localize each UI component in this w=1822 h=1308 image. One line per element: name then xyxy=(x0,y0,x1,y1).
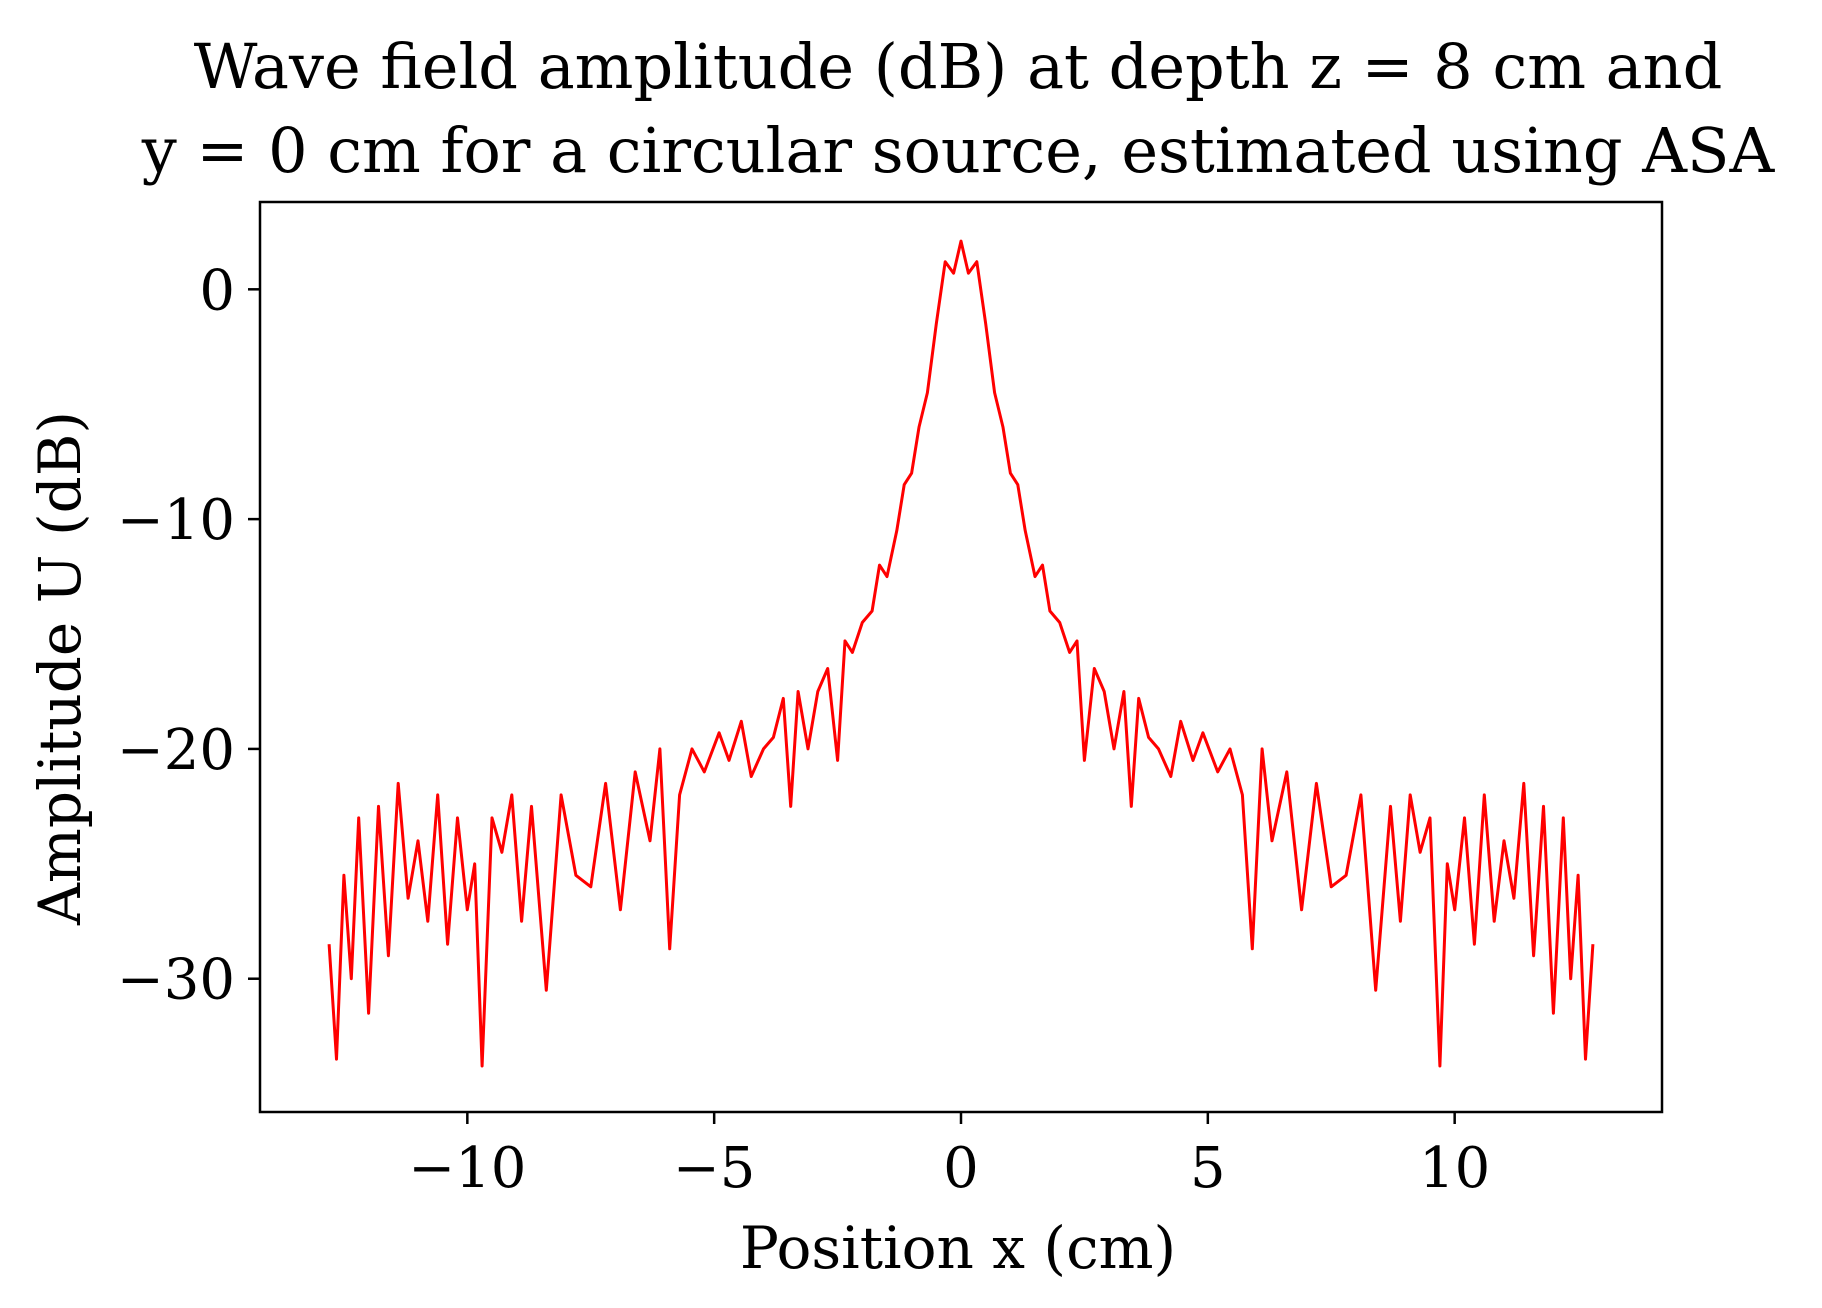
series-line-0 xyxy=(327,239,1595,1068)
plot-area xyxy=(258,200,1664,1114)
x-tick-label: −10 xyxy=(408,1136,526,1201)
y-tick-label: 0 xyxy=(199,258,235,323)
x-axis-label: Position x (cm) xyxy=(740,1214,1176,1282)
y-tick-label: −20 xyxy=(117,718,235,783)
x-tick-label: 5 xyxy=(1190,1136,1226,1201)
y-axis-label: Amplitude U (dB) xyxy=(26,411,94,926)
chart-title-line-1: Wave field amplitude (dB) at depth z = 8… xyxy=(194,30,1723,103)
y-axis-ticks: 0 −10 −20 −30 xyxy=(117,258,260,1013)
x-tick-label: 10 xyxy=(1419,1136,1490,1201)
chart-title-line-2: y = 0 cm for a circular source, estimate… xyxy=(141,114,1776,187)
y-tick-label: −30 xyxy=(117,948,235,1013)
x-axis-ticks: −10 −5 0 5 10 xyxy=(408,1112,1490,1201)
y-tick-label: −10 xyxy=(117,488,235,553)
x-tick-label: 0 xyxy=(943,1136,979,1201)
x-tick-label: −5 xyxy=(673,1136,756,1201)
plot-frame xyxy=(258,200,1664,1114)
